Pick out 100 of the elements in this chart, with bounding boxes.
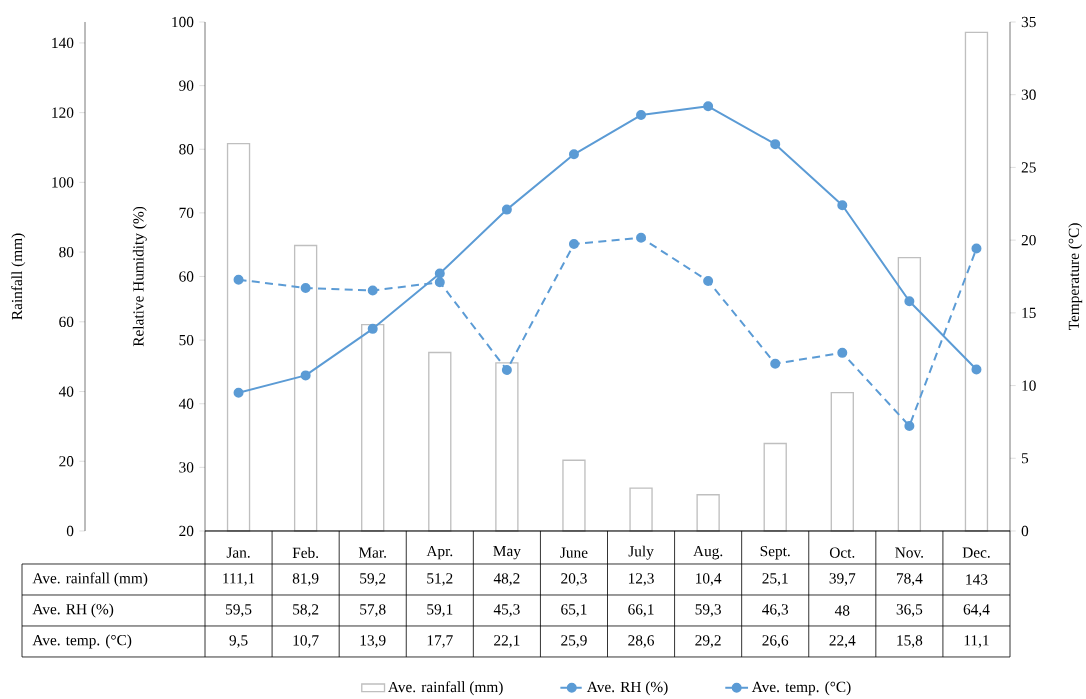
data-label: 48,2 — [493, 573, 520, 586]
data-label: 10,7 — [293, 635, 319, 648]
data-label: 111,1 — [223, 573, 255, 586]
data-label: 12,3 — [628, 573, 654, 586]
point — [568, 239, 579, 250]
point — [233, 387, 244, 398]
y2-tick-label: 5 — [1021, 453, 1029, 464]
point — [703, 101, 714, 112]
data-label: 28,6 — [628, 635, 655, 648]
y3-axis-title: Rainfall (mm) — [11, 233, 26, 320]
data-label: 59,3 — [695, 604, 721, 617]
data-label: 10,4 — [696, 573, 722, 586]
y3-tick-label: 100 — [52, 177, 74, 188]
data-label: 66,1 — [628, 604, 654, 617]
data-label: 25,9 — [561, 635, 587, 648]
text: Ave. rainfall (mm) — [32, 572, 148, 587]
data-label: 22,4 — [829, 635, 856, 648]
y3-tick-label: 140 — [52, 37, 74, 49]
point — [636, 232, 647, 243]
data-label: 9,5 — [229, 635, 248, 648]
point — [837, 347, 848, 358]
data-label: 59,1 — [427, 604, 453, 617]
data-label: 11,1 — [964, 635, 989, 648]
y-tick-label: 30 — [179, 462, 194, 473]
point — [636, 110, 647, 121]
y-tick-label: 20 — [179, 525, 194, 537]
data-label: 15,8 — [897, 635, 923, 648]
point — [770, 358, 781, 369]
data-label: 45,3 — [493, 604, 520, 617]
y-axis-title: Relative Humidity (%) — [132, 206, 147, 347]
legend-label: Ave. rainfall (mm) — [388, 681, 503, 696]
y2-tick-label: 15 — [1022, 307, 1036, 318]
bar — [562, 459, 586, 532]
y3-tick-label: 0 — [66, 525, 74, 537]
point — [367, 323, 378, 334]
data-label: 57,8 — [360, 604, 386, 617]
point — [434, 277, 445, 288]
point — [434, 268, 445, 279]
y2-axis-title: Temperature (°C) — [1068, 223, 1083, 331]
point — [501, 365, 512, 376]
data-label: 81,9 — [292, 573, 319, 586]
bar — [361, 323, 385, 532]
bar — [830, 391, 854, 532]
legend-label: Ave. RH (%) — [586, 681, 668, 696]
data-label: 13,9 — [360, 635, 386, 648]
x-tick-label: Feb. — [292, 547, 319, 559]
point — [300, 282, 311, 293]
x-tick-label: Jan. — [226, 547, 250, 558]
y-tick-label: 100 — [172, 16, 194, 28]
x-tick-label: Nov. — [895, 547, 923, 558]
bar — [696, 494, 720, 532]
y-tick-label: 50 — [179, 334, 194, 346]
data-label: 17,7 — [427, 635, 453, 648]
x-tick-label: June — [560, 547, 588, 558]
bar — [495, 362, 519, 532]
x-tick-label: Mar. — [358, 547, 386, 558]
data-label: 39,7 — [829, 573, 856, 586]
data-label: 59,5 — [226, 604, 252, 617]
legend-label: Ave. temp. (°C) — [751, 681, 851, 696]
y3-tick-label: 20 — [59, 456, 74, 467]
data-label: 143 — [966, 574, 988, 585]
y-tick-label: 60 — [179, 271, 194, 282]
y-tick-label: 90 — [179, 80, 194, 91]
point — [971, 364, 982, 375]
data-label: 29,2 — [695, 635, 721, 648]
x-tick-label: Dec. — [962, 547, 990, 558]
point — [233, 274, 244, 285]
bar — [897, 256, 922, 532]
x-tick-label: Aug. — [693, 545, 723, 560]
data-label: 51,2 — [427, 573, 453, 586]
y2-tick-label: 35 — [1021, 16, 1036, 28]
y-tick-label: 70 — [179, 207, 194, 219]
data-label: 65,1 — [561, 604, 587, 617]
data-label: 26,6 — [762, 635, 789, 648]
data-label: 22,1 — [494, 635, 520, 648]
bar — [629, 487, 653, 532]
point — [904, 421, 915, 432]
point — [703, 275, 714, 286]
data-label: 48 — [834, 605, 850, 616]
data-label: 25,1 — [762, 573, 788, 586]
point — [837, 200, 848, 211]
y2-tick-label: 30 — [1021, 89, 1036, 100]
x-tick-label: Oct. — [829, 547, 855, 558]
point — [367, 285, 378, 296]
data-label: 46,3 — [762, 604, 789, 617]
point — [568, 149, 579, 160]
point — [971, 243, 982, 254]
x-tick-label: Sept. — [760, 545, 790, 560]
x-tick-label: July — [628, 545, 654, 560]
y2-tick-label: 0 — [1021, 525, 1029, 537]
y3-tick-label: 120 — [52, 107, 74, 118]
y2-tick-label: 25 — [1021, 162, 1036, 173]
data-label: 36,5 — [896, 604, 923, 617]
point — [770, 139, 781, 150]
data-label: 59,2 — [360, 573, 386, 586]
bar — [964, 31, 989, 532]
y3-tick-label: 40 — [58, 386, 74, 397]
y3-tick-label: 60 — [59, 316, 74, 327]
data-label: 58,2 — [293, 604, 319, 617]
bar — [763, 442, 787, 532]
